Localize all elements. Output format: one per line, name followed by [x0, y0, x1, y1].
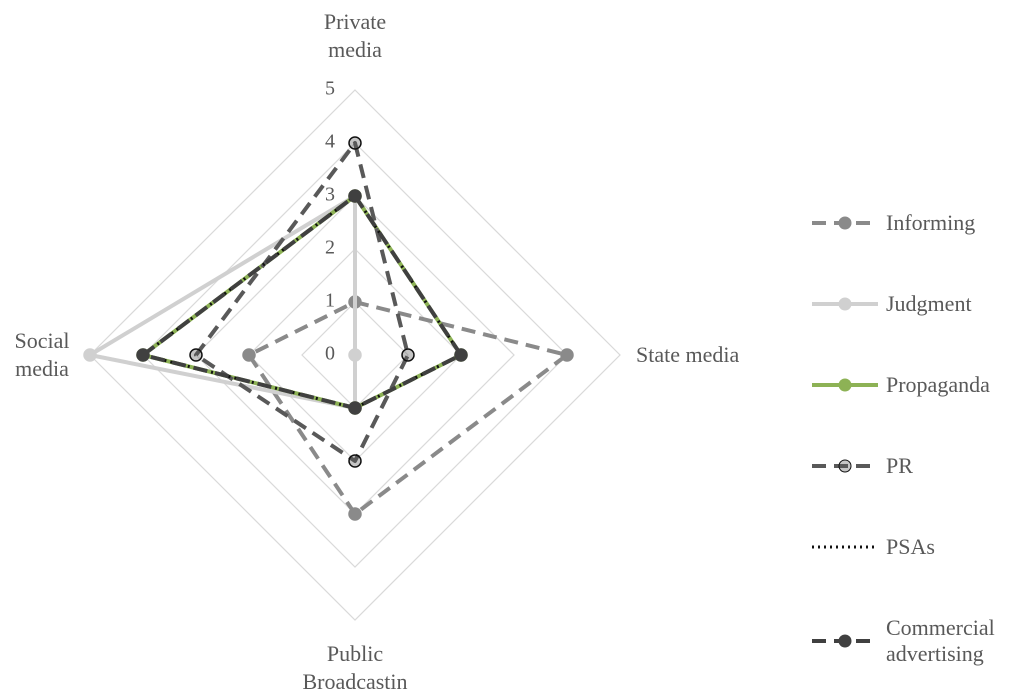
legend-marker	[839, 379, 851, 391]
legend-marker	[839, 460, 851, 472]
marker	[349, 349, 361, 361]
marker	[349, 455, 361, 467]
marker	[349, 137, 361, 149]
category-label: Private media	[295, 8, 415, 64]
marker	[349, 402, 361, 414]
marker	[137, 349, 149, 361]
legend-swatch	[810, 631, 880, 651]
legend-marker	[839, 217, 851, 229]
marker	[455, 349, 467, 361]
category-label: Social media	[0, 327, 84, 383]
legend-label: Informing	[886, 210, 996, 236]
r-tick-label: 2	[325, 237, 335, 259]
legend-label: PSAs	[886, 534, 996, 560]
marker	[190, 349, 202, 361]
legend-item: Informing	[810, 210, 996, 236]
category-label: State media	[636, 341, 786, 369]
marker	[402, 349, 414, 361]
marker	[243, 349, 255, 361]
legend-item: Propaganda	[810, 372, 996, 398]
r-tick-label: 5	[325, 78, 335, 100]
legend-item: PSAs	[810, 534, 996, 560]
marker	[349, 508, 361, 520]
legend-marker	[839, 298, 851, 310]
chart: 0 1 2 3 4 5 Private media State media Public Br…	[0, 0, 1032, 699]
legend-label: Propaganda	[886, 372, 996, 398]
marker	[349, 190, 361, 202]
marker	[561, 349, 573, 361]
legend-swatch	[810, 456, 880, 476]
legend-swatch	[810, 294, 880, 314]
legend-label: PR	[886, 453, 996, 479]
r-tick-label: 0	[325, 343, 335, 365]
plot: 0 1 2 3 4 5	[0, 0, 1032, 699]
legend-item: Judgment	[810, 291, 996, 317]
legend-swatch	[810, 537, 880, 557]
category-label: Public Broadcastin	[280, 640, 430, 696]
r-tick-label: 1	[325, 290, 335, 312]
marker	[84, 349, 96, 361]
legend-swatch	[810, 213, 880, 233]
legend-label: Commercial advertising	[886, 615, 996, 667]
legend-label: Judgment	[886, 291, 996, 317]
r-tick-label: 3	[325, 184, 335, 206]
legend-item: PR	[810, 453, 996, 479]
legend-item: Commercial advertising	[810, 615, 996, 667]
legend-marker	[839, 635, 851, 647]
r-tick-label: 4	[325, 131, 335, 153]
legend-swatch	[810, 375, 880, 395]
